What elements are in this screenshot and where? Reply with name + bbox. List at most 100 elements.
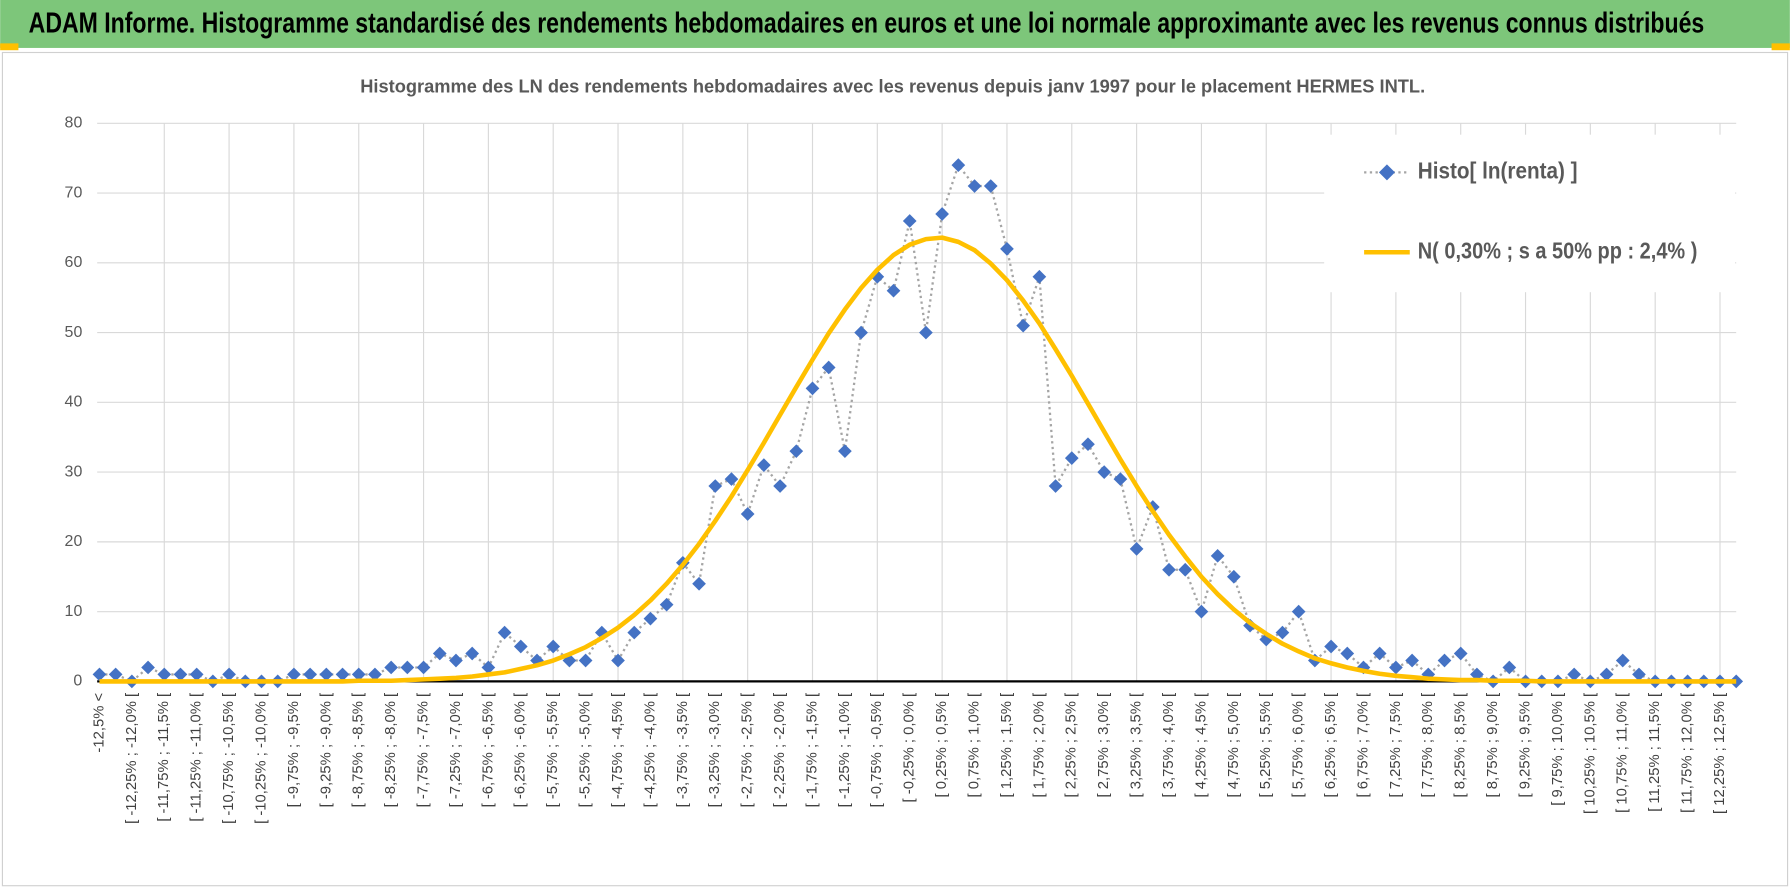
data-point <box>1081 437 1095 452</box>
x-tick-label: [ 2,25% ; 2,5% [ <box>1064 693 1080 798</box>
x-tick-label: [ -6,75% ; -6,5% [ <box>480 693 496 808</box>
legend-box <box>1324 134 1736 293</box>
x-tick-label: [ -5,75% ; -5,5% [ <box>545 693 561 808</box>
data-point <box>1016 318 1031 333</box>
y-tick-label: 20 <box>65 533 83 550</box>
x-tick-label: -12,5% < <box>91 693 107 753</box>
x-tick-label: [ -8,75% ; -8,5% [ <box>351 693 367 808</box>
x-tick-label: [ 7,75% ; 8,0% [ <box>1420 693 1436 798</box>
x-tick-label: [ -2,25% ; -2,0% [ <box>772 693 788 808</box>
data-point <box>838 444 852 459</box>
x-tick-label: [ -9,25% ; -9,0% [ <box>318 693 334 808</box>
x-tick-label: [ 7,25% ; 7,5% [ <box>1388 693 1404 798</box>
x-tick-label: [ -2,75% ; -2,5% [ <box>740 693 756 808</box>
x-tick-label: [ 12,25% ; 12,5% [ <box>1712 693 1728 814</box>
x-tick-label: [ 0,25% ; 0,5% [ <box>934 693 950 798</box>
data-point <box>1064 451 1079 466</box>
x-tick-label: [ 3,25% ; 3,5% [ <box>1129 693 1145 798</box>
x-tick-label: [ 4,75% ; 5,0% [ <box>1226 693 1242 798</box>
y-tick-label: 60 <box>65 254 83 271</box>
chart-title: Histogramme des LN des rendements hebdom… <box>360 76 1425 97</box>
data-point <box>497 625 512 640</box>
data-point <box>643 611 658 626</box>
x-tick-label: [ 0,75% ; 1,0% [ <box>966 693 982 798</box>
data-point <box>805 381 820 396</box>
y-tick-label: 40 <box>65 394 83 411</box>
data-point <box>1291 604 1306 619</box>
x-tick-label: [ -11,75% ; -11,5% [ <box>156 693 172 822</box>
legend-label: N( 0,30% ; s a 50% pp : 2,4% ) <box>1418 237 1698 263</box>
x-tick-label: [ -7,75% ; -7,5% [ <box>415 693 431 808</box>
x-tick-label: [ 11,75% ; 12,0% [ <box>1680 693 1696 813</box>
x-tick-label: [ -5,25% ; -5,0% [ <box>578 693 594 808</box>
data-point <box>919 325 933 340</box>
x-tick-label: [ -12,25% ; -12,0% [ <box>124 693 140 824</box>
data-point <box>432 646 447 661</box>
data-point <box>967 179 982 193</box>
data-point <box>951 158 966 172</box>
banner-accent <box>1771 43 1790 51</box>
x-tick-label: [ 10,25% ; 10,5% [ <box>1582 693 1598 814</box>
x-tick-label: [ -10,75% ; -10,5% [ <box>221 693 237 824</box>
legend-label: Histo[ ln(renta) ] <box>1418 157 1578 183</box>
x-tick-label: [ -0,25% ; 0,0% [ <box>902 693 918 803</box>
x-tick-label: [ 10,75% ; 11,0% [ <box>1615 693 1631 813</box>
data-point <box>1048 479 1063 493</box>
data-point <box>1275 625 1290 640</box>
data-point <box>1113 472 1128 486</box>
x-tick-label: [ 5,25% ; 5,5% [ <box>1258 693 1274 798</box>
x-tick-label: [ -0,75% ; -0,5% [ <box>869 693 885 808</box>
data-point <box>854 325 868 340</box>
data-point <box>465 646 480 661</box>
x-tick-label: [ 8,75% ; 9,0% [ <box>1485 693 1501 798</box>
x-tick-label: [ 8,25% ; 8,5% [ <box>1453 693 1469 798</box>
y-tick-label: 0 <box>73 673 82 690</box>
data-point <box>1194 604 1209 619</box>
data-point <box>708 479 723 493</box>
x-tick-label: [ 6,25% ; 6,5% [ <box>1323 693 1339 798</box>
x-tick-label: [ -3,25% ; -3,0% [ <box>707 693 723 808</box>
x-tick-label: [ 9,75% ; 10,0% [ <box>1550 693 1566 806</box>
x-tick-label: [ 1,25% ; 1,5% [ <box>999 693 1015 798</box>
x-tick-label: [ 1,75% ; 2,0% [ <box>1031 693 1047 798</box>
data-point <box>1097 465 1112 479</box>
x-tick-label: [ -11,25% ; -11,0% [ <box>189 693 205 822</box>
y-tick-label: 70 <box>65 184 83 201</box>
y-tick-label: 80 <box>65 114 83 131</box>
y-tick-label: 10 <box>65 603 83 620</box>
x-tick-label: [ -4,75% ; -4,5% [ <box>610 693 626 808</box>
data-point <box>692 576 706 591</box>
banner <box>0 0 1790 48</box>
x-tick-label: [ -1,25% ; -1,0% [ <box>837 693 853 808</box>
data-point <box>1453 646 1468 661</box>
data-point <box>773 479 787 493</box>
x-tick-label: [ -10,25% ; -10,0% [ <box>253 693 269 824</box>
y-tick-label: 50 <box>65 324 83 341</box>
data-point <box>902 214 917 228</box>
y-tick-label: 30 <box>65 463 83 480</box>
x-tick-label: [ 2,75% ; 3,0% [ <box>1096 693 1112 798</box>
x-tick-label: [ 11,25% ; 11,5% [ <box>1647 693 1663 812</box>
x-tick-label: [ -8,25% ; -8,0% [ <box>383 693 399 808</box>
x-tick-label: [ -1,75% ; -1,5% [ <box>804 693 820 808</box>
x-tick-label: [ 6,75% ; 7,0% [ <box>1355 693 1371 798</box>
data-point <box>1032 269 1047 284</box>
data-point <box>1129 542 1144 556</box>
data-point <box>1340 646 1355 661</box>
series-line <box>99 235 1737 684</box>
data-point <box>740 507 755 521</box>
banner-accent <box>0 43 19 51</box>
x-tick-label: [ 9,25% ; 9,5% [ <box>1517 693 1533 798</box>
x-tick-label: [ -6,25% ; -6,0% [ <box>513 693 529 808</box>
data-point <box>513 639 528 654</box>
x-tick-label: [ -7,25% ; -7,0% [ <box>448 693 464 808</box>
banner-title: ADAM Informe. Histogramme standardisé de… <box>29 8 1705 40</box>
x-tick-label: [ -4,25% ; -4,0% [ <box>642 693 658 808</box>
data-point <box>546 639 561 654</box>
legend-marker <box>1378 164 1395 181</box>
data-point <box>1226 569 1241 584</box>
x-tick-label: [ -9,75% ; -9,5% [ <box>286 693 302 808</box>
data-point <box>1372 646 1387 661</box>
x-tick-label: [ 5,75% ; 6,0% [ <box>1291 693 1307 798</box>
